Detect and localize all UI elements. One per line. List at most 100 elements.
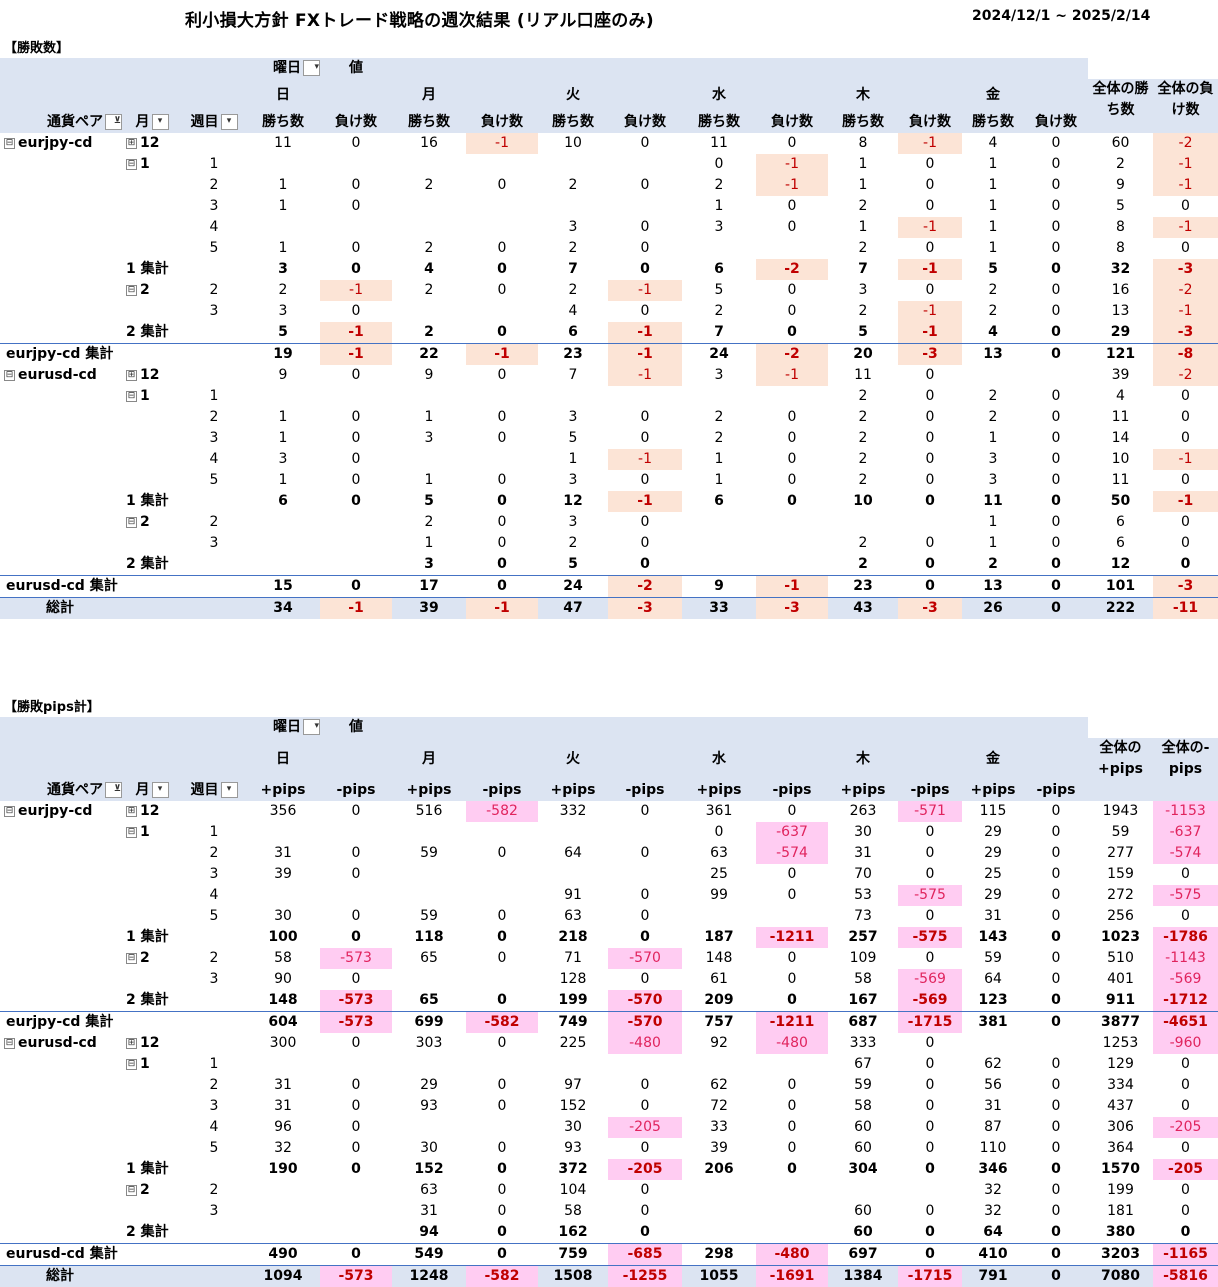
month-filter[interactable]: 月▾ xyxy=(122,112,182,133)
pos-value-cell: 1 xyxy=(962,238,1024,259)
collapse-icon[interactable]: ⊟ xyxy=(4,370,15,381)
neg-value-cell: 0 xyxy=(608,259,682,280)
neg-value-cell: 0 xyxy=(1024,1117,1088,1138)
neg-value-cell: 0 xyxy=(466,470,538,491)
neg-value-cell xyxy=(466,154,538,175)
day-header: 金 xyxy=(962,79,1024,112)
pos-value-cell: 24 xyxy=(682,344,756,366)
pos-value-cell: 3877 xyxy=(1088,1012,1153,1034)
month-cell xyxy=(122,906,182,927)
collapse-icon[interactable]: ⊟ xyxy=(126,1059,137,1070)
neg-value-cell: -1153 xyxy=(1153,801,1218,822)
pos-value-cell: 2 xyxy=(538,175,608,196)
neg-value-cell: -2 xyxy=(608,576,682,598)
neg-value-cell: 0 xyxy=(320,175,392,196)
collapse-icon[interactable]: ⊟ xyxy=(126,285,137,296)
header-blank xyxy=(828,58,898,79)
pos-value-cell: 33 xyxy=(682,598,756,620)
pos-value-cell: 39 xyxy=(682,1138,756,1159)
pos-value-cell: 14 xyxy=(1088,428,1153,449)
neg-value-cell xyxy=(756,512,828,533)
currency-filter[interactable]: 通貨ペア⊻ xyxy=(0,780,122,801)
expand-icon[interactable]: ⊞ xyxy=(126,138,137,149)
collapse-icon[interactable]: ⊟ xyxy=(126,953,137,964)
dropdown-icon[interactable]: ▾ xyxy=(152,114,169,130)
week-cell: 3 xyxy=(182,1096,246,1117)
week-filter[interactable]: 週目▾ xyxy=(182,112,246,133)
neg-value-cell: -1 xyxy=(608,449,682,470)
dropdown-icon[interactable]: ▾ xyxy=(221,782,238,798)
week-cell: 4 xyxy=(182,1117,246,1138)
collapse-icon[interactable]: ⊟ xyxy=(126,391,137,402)
month-filter-label: 月 xyxy=(136,114,150,130)
week-filter[interactable]: 週目▾ xyxy=(182,780,246,801)
header-blank xyxy=(122,79,182,112)
pos-value-cell: 91 xyxy=(538,885,608,906)
weekday-filter[interactable]: 曜日▾ xyxy=(246,58,320,79)
pos-value-cell: 2 xyxy=(828,407,898,428)
month-filter[interactable]: 月▾ xyxy=(122,780,182,801)
pos-value-cell: 4 xyxy=(962,133,1024,154)
dropdown-icon[interactable]: ▾ xyxy=(303,60,320,76)
currency-filter[interactable]: 通貨ペア⊻ xyxy=(0,112,122,133)
pos-value-cell: 31 xyxy=(962,1096,1024,1117)
currency-cell xyxy=(0,512,122,533)
collapse-icon[interactable]: ⊟ xyxy=(4,806,15,817)
dropdown-icon[interactable]: ▾ xyxy=(152,782,169,798)
weekday-filter[interactable]: 曜日▾ xyxy=(246,717,320,738)
neg-value-cell: 0 xyxy=(756,301,828,322)
collapse-icon[interactable]: ⊟ xyxy=(126,159,137,170)
pos-value-cell: 1 xyxy=(246,175,320,196)
pos-value-cell: 5 xyxy=(962,259,1024,280)
pos-value-cell: 12 xyxy=(1088,554,1153,576)
neg-value-cell: 0 xyxy=(756,864,828,885)
header-blank xyxy=(538,58,608,79)
pos-value-cell: 380 xyxy=(1088,1222,1153,1244)
neg-value-cell: 0 xyxy=(1153,196,1218,217)
pos-value-cell: 3 xyxy=(962,470,1024,491)
neg-value-cell: 0 xyxy=(466,365,538,386)
expand-icon[interactable]: ⊞ xyxy=(126,1038,137,1049)
neg-value-cell xyxy=(466,885,538,906)
expand-icon[interactable]: ⊞ xyxy=(126,370,137,381)
pos-value-cell: 2 xyxy=(962,407,1024,428)
neg-value-cell: 0 xyxy=(608,1075,682,1096)
pos-value-cell: 152 xyxy=(392,1159,466,1180)
neg-value-cell: 0 xyxy=(898,280,962,301)
pos-value-cell xyxy=(246,885,320,906)
collapse-icon[interactable]: ⊟ xyxy=(126,1185,137,1196)
filter-icon[interactable]: ⊻ xyxy=(105,782,122,798)
neg-value-cell: 0 xyxy=(320,428,392,449)
pos-value-cell: 34 xyxy=(246,598,320,620)
header-blank xyxy=(122,58,182,79)
neg-value-cell: 0 xyxy=(1024,407,1088,428)
pos-value-cell: 62 xyxy=(682,1075,756,1096)
expand-icon[interactable]: ⊞ xyxy=(126,806,137,817)
neg-value-cell: 0 xyxy=(898,1201,962,1222)
header-blank xyxy=(182,738,246,780)
pos-value-cell xyxy=(392,885,466,906)
month-cell: ⊟1 xyxy=(122,822,182,843)
collapse-icon[interactable]: ⊟ xyxy=(126,827,137,838)
header-blank xyxy=(898,717,962,738)
collapse-icon[interactable]: ⊟ xyxy=(4,138,15,149)
dropdown-icon[interactable]: ▾ xyxy=(221,114,238,130)
filter-icon[interactable]: ⊻ xyxy=(105,114,122,130)
dropdown-icon[interactable]: ▾ xyxy=(303,719,320,735)
week-cell: 2 xyxy=(182,843,246,864)
neg-value-cell: 0 xyxy=(1153,470,1218,491)
neg-value-cell: 0 xyxy=(1024,386,1088,407)
pos-value-cell: 697 xyxy=(828,1244,898,1266)
week-cell: 5 xyxy=(182,906,246,927)
neg-value-cell xyxy=(466,1054,538,1075)
collapse-icon[interactable]: ⊟ xyxy=(126,517,137,528)
header-blank xyxy=(392,58,466,79)
pos-value-cell: 1 xyxy=(246,238,320,259)
collapse-icon[interactable]: ⊟ xyxy=(4,1038,15,1049)
neg-value-cell: 0 xyxy=(756,1159,828,1180)
pos-value-cell: 3 xyxy=(246,301,320,322)
neg-value-cell xyxy=(320,554,392,576)
